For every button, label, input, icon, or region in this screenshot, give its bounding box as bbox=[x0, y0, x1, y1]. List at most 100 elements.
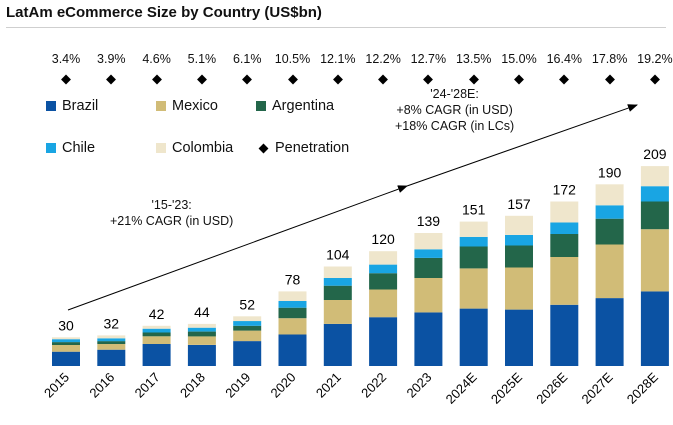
bar-segment-mexico-2023 bbox=[414, 278, 443, 313]
total-label-2015: 30 bbox=[58, 317, 74, 333]
x-axis-label-2027e: 2027E bbox=[579, 369, 616, 406]
total-label-2022: 120 bbox=[371, 231, 395, 247]
bar-segment-argentina-2020 bbox=[278, 307, 307, 319]
bar-segment-colombia-2015 bbox=[52, 337, 80, 340]
bar-segment-argentina-2017 bbox=[142, 332, 171, 337]
x-axis-label-2015: 2015 bbox=[41, 370, 72, 401]
x-axis-label-2023: 2023 bbox=[403, 370, 434, 401]
historical-cagr-line-2: +21% CAGR (in USD) bbox=[110, 214, 234, 228]
bar-segment-colombia-2021 bbox=[323, 266, 352, 278]
bar-segment-argentina-2016 bbox=[97, 341, 126, 344]
legend-swatch-chile bbox=[46, 143, 56, 153]
legend-item-brazil: Brazil bbox=[46, 98, 98, 114]
total-label-2018: 44 bbox=[194, 304, 210, 320]
penetration-label-2016: 3.9% bbox=[97, 52, 126, 66]
bar-segment-chile-2025e bbox=[505, 235, 533, 246]
bar-segment-chile-2023 bbox=[414, 249, 443, 258]
bar-segment-chile-2016 bbox=[97, 338, 126, 342]
penetration-label-2017: 4.6% bbox=[142, 52, 171, 66]
total-label-2027e: 190 bbox=[598, 164, 622, 180]
penetration-row: 3.4% 3.9% 4.6% 5.1% 6.1% 10.5% 12.1% 12.2% 12.7%… bbox=[0, 52, 673, 92]
x-axis-labels: 2015 2016 2017 2018 2019 2020 2021 2022 2023 2024… bbox=[41, 369, 661, 406]
penetration-label-2015: 3.4% bbox=[51, 52, 81, 66]
bar-segment-colombia-2022 bbox=[369, 251, 398, 265]
penetration-label-2020: 10.5% bbox=[274, 52, 311, 66]
bar-segment-brazil-2024e bbox=[459, 308, 488, 366]
legend-swatch-argentina bbox=[256, 101, 266, 111]
bar-segment-colombia-2027e bbox=[595, 184, 624, 206]
total-label-2024e: 151 bbox=[462, 202, 486, 218]
total-label-2028e: 209 bbox=[643, 146, 667, 162]
x-axis-label-2021: 2021 bbox=[313, 370, 344, 401]
bar-segment-brazil-2015 bbox=[52, 351, 80, 366]
bar-segment-colombia-2019 bbox=[233, 316, 262, 322]
bar-segment-colombia-2026e bbox=[550, 201, 579, 223]
x-axis-label-2024e: 2024E bbox=[443, 369, 480, 406]
bar-segment-brazil-2017 bbox=[142, 344, 171, 366]
bar-segment-chile-2020 bbox=[278, 301, 307, 308]
legend-label-mexico: Mexico bbox=[172, 98, 218, 114]
bar-segment-mexico-2015 bbox=[52, 345, 80, 352]
bar-segment-colombia-2016 bbox=[97, 335, 126, 339]
total-label-2019: 52 bbox=[239, 296, 255, 312]
bar-segment-colombia-2028e bbox=[640, 166, 669, 187]
legend-label-colombia: Colombia bbox=[172, 140, 234, 156]
bar-segment-chile-2022 bbox=[369, 264, 398, 274]
x-axis-label-2025e: 2025E bbox=[488, 369, 525, 406]
bar-segment-brazil-2019 bbox=[233, 341, 262, 366]
total-label-2023: 139 bbox=[417, 213, 441, 229]
bar-segment-brazil-2028e bbox=[640, 291, 669, 366]
bar-segment-brazil-2016 bbox=[97, 349, 126, 366]
bar-segment-chile-2027e bbox=[595, 205, 624, 219]
historical-trend-arrow bbox=[67, 185, 408, 311]
bar-segment-argentina-2025e bbox=[505, 245, 533, 268]
bar-segment-brazil-2027e bbox=[595, 298, 624, 366]
bar-segment-brazil-2022 bbox=[369, 317, 398, 366]
bar-segment-brazil-2021 bbox=[323, 323, 352, 366]
total-label-2020: 78 bbox=[285, 271, 301, 287]
bar-segment-mexico-2020 bbox=[278, 318, 307, 335]
penetration-label-2022: 12.2% bbox=[365, 52, 401, 66]
forecast-cagr-line-1: '24-'28E: bbox=[430, 87, 479, 101]
bar-segment-chile-2028e bbox=[640, 186, 669, 202]
total-label-2017: 42 bbox=[149, 306, 165, 322]
x-axis-label-2017: 2017 bbox=[132, 370, 163, 401]
total-label-2025e: 157 bbox=[507, 196, 531, 212]
bar-segment-argentina-2015 bbox=[52, 342, 80, 345]
bar-segment-mexico-2024e bbox=[459, 268, 488, 309]
bar-segment-argentina-2024e bbox=[459, 246, 488, 269]
bar-segment-argentina-2021 bbox=[323, 285, 352, 300]
penetration-label-2023: 12.7% bbox=[410, 52, 447, 66]
bar-segment-chile-2024e bbox=[459, 236, 488, 247]
x-axis-label-2026e: 2026E bbox=[533, 369, 570, 406]
bar-segment-colombia-2025e bbox=[505, 215, 533, 235]
bar-segment-mexico-2026e bbox=[550, 257, 579, 305]
legend-swatch-brazil bbox=[46, 101, 56, 111]
legend-label-penetration: Penetration bbox=[275, 140, 350, 156]
bar-segment-colombia-2020 bbox=[278, 291, 307, 301]
bar-segment-brazil-2020 bbox=[278, 334, 307, 366]
bar-stacks bbox=[52, 166, 669, 366]
bar-segment-mexico-2028e bbox=[640, 229, 669, 292]
bar-segment-brazil-2018 bbox=[187, 345, 216, 366]
x-axis-label-2018: 2018 bbox=[177, 370, 208, 401]
penetration-label-2027e: 17.8% bbox=[591, 52, 628, 66]
bar-segment-chile-2026e bbox=[550, 222, 579, 234]
legend-label-brazil: Brazil bbox=[62, 98, 99, 114]
penetration-label-2025e: 15.0% bbox=[501, 52, 537, 66]
bar-segment-argentina-2018 bbox=[187, 331, 216, 337]
x-axis-label-2022: 2022 bbox=[358, 370, 389, 401]
bar-segment-mexico-2022 bbox=[369, 289, 398, 318]
bar-segment-brazil-2025e bbox=[505, 309, 533, 366]
bar-segment-argentina-2028e bbox=[640, 201, 669, 230]
x-axis-label-2019: 2019 bbox=[222, 370, 253, 401]
forecast-trend-arrow bbox=[406, 104, 638, 187]
total-labels: 30 32 42 44 52 78 104 120 139 151 157 172 190 209 bbox=[58, 146, 667, 333]
forecast-cagr-line-2: +8% CAGR (in USD) bbox=[396, 103, 513, 117]
legend-item-colombia: Colombia bbox=[156, 140, 233, 156]
total-label-2021: 104 bbox=[326, 247, 350, 263]
penetration-label-2019: 6.1% bbox=[232, 52, 262, 66]
bar-segment-colombia-2023 bbox=[414, 233, 443, 250]
bar-segment-mexico-2016 bbox=[97, 344, 126, 350]
